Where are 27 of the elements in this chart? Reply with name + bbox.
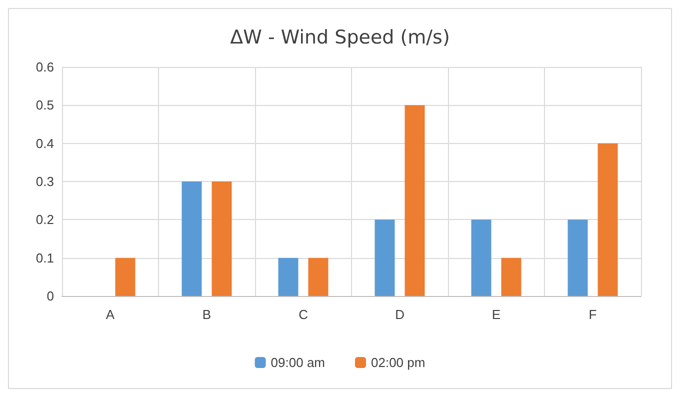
- x-tick-label: C: [298, 307, 308, 322]
- bar: [404, 105, 425, 296]
- x-tick-label: E: [492, 307, 501, 322]
- bar: [501, 258, 522, 296]
- bar: [471, 220, 492, 296]
- bar: [278, 258, 298, 296]
- x-tick-label: A: [106, 307, 115, 322]
- y-tick-label: 0.6: [36, 60, 54, 74]
- bar: [598, 143, 618, 296]
- bar: [212, 182, 232, 296]
- y-tick-label: 0.4: [36, 136, 54, 151]
- y-tick-label: 0: [46, 288, 54, 304]
- bar: [568, 220, 588, 296]
- chart-title: ΔW - Wind Speed (m/s): [230, 26, 450, 48]
- y-tick-label: 0.2: [36, 212, 54, 228]
- y-tick-label: 0.5: [36, 98, 54, 113]
- bar: [308, 258, 328, 296]
- bar: [115, 258, 136, 296]
- legend-label: 09:00 am: [270, 355, 325, 370]
- y-tick-label: 0.3: [36, 174, 54, 189]
- legend-label: 02:00 pm: [371, 355, 426, 370]
- bar: [182, 182, 202, 296]
- x-tick-label: F: [588, 307, 597, 322]
- bar: [374, 220, 395, 296]
- x-tick-label: D: [395, 307, 404, 322]
- y-tick-label: 0.1: [36, 250, 54, 266]
- x-tick-label: B: [202, 307, 212, 322]
